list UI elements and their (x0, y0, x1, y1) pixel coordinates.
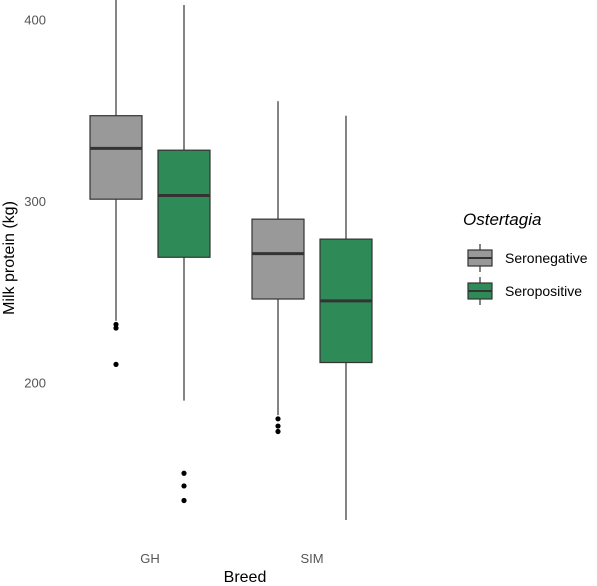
box-iqr (89, 115, 143, 200)
outlier-point (113, 325, 119, 331)
x-axis: GH SIM (140, 551, 323, 566)
y-axis-title: Milk protein (kg) (1, 201, 18, 315)
box-seronegative-sim (251, 101, 305, 435)
plot-area (89, 0, 373, 520)
legend-label: Seropositive (505, 283, 582, 299)
x-tick-label: GH (140, 551, 160, 566)
legend-item-seropositive: Seropositive (467, 277, 582, 305)
y-axis: 200 300 400 (24, 13, 46, 391)
outlier-point (181, 470, 187, 476)
legend: Ostertagia Seronegative Seropositive (463, 210, 588, 305)
legend-label: Seronegative (505, 250, 588, 266)
x-axis-title: Breed (224, 569, 267, 586)
legend-item-seronegative: Seronegative (467, 244, 588, 272)
box-seronegative-gh (89, 0, 143, 367)
outlier-point (275, 423, 281, 429)
outlier-point (181, 497, 187, 504)
outlier-point (181, 483, 187, 489)
outlier-point (275, 428, 281, 435)
outlier-point (113, 361, 119, 367)
legend-title: Ostertagia (463, 210, 541, 229)
y-tick-label: 200 (24, 376, 46, 391)
box-seropositive-gh (157, 4, 211, 504)
box-iqr (157, 149, 211, 258)
y-tick-label: 400 (24, 13, 46, 28)
outlier-point (275, 416, 281, 422)
box-iqr (251, 218, 305, 300)
x-tick-label: SIM (300, 551, 323, 566)
outlier-point (113, 321, 119, 328)
box-seropositive-sim (319, 115, 373, 520)
y-tick-label: 300 (24, 194, 46, 209)
